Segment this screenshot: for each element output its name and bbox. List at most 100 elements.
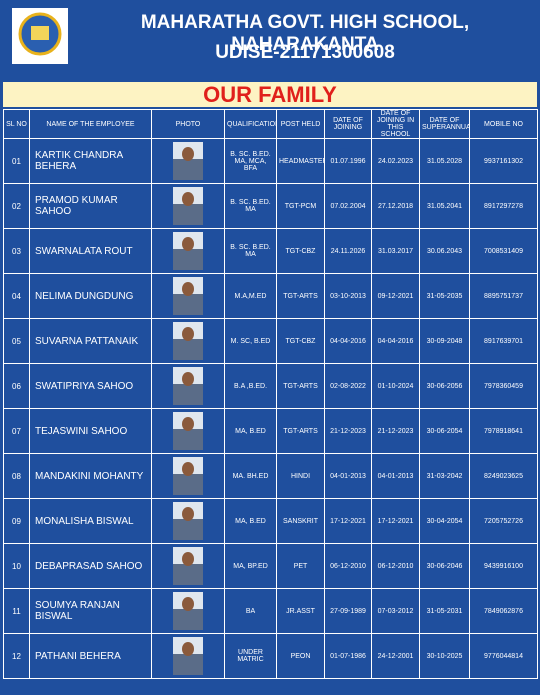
photo-cell bbox=[151, 138, 225, 184]
post-held: PET bbox=[276, 543, 325, 589]
photo-cell bbox=[151, 588, 225, 634]
mobile-number: 7978918641 bbox=[469, 408, 538, 454]
employee-name: KARTIK CHANDRA BEHERA bbox=[29, 138, 152, 184]
employee-photo bbox=[173, 277, 203, 315]
qualification: MA. BH.ED bbox=[224, 453, 277, 499]
post-held: TGT-ARTS bbox=[276, 363, 325, 409]
udise-code: UDISE-21171300608 bbox=[215, 42, 395, 63]
date-of-joining-school: 17-12-2021 bbox=[371, 498, 420, 544]
photo-cell bbox=[151, 498, 225, 544]
date-of-joining: 27-09-1989 bbox=[324, 588, 372, 634]
date-of-joining-school: 24.02.2023 bbox=[371, 138, 420, 184]
date-of-joining-school: 04-01-2013 bbox=[371, 453, 420, 499]
employee-photo bbox=[173, 187, 203, 225]
qualification: M. SC, B.ED bbox=[224, 318, 277, 364]
serial-number: 12 bbox=[3, 633, 30, 679]
qualification: B. SC. B.ED. MA bbox=[224, 228, 277, 274]
date-of-superannuation: 30-06-2056 bbox=[419, 363, 470, 409]
employee-photo bbox=[173, 502, 203, 540]
date-of-joining: 04-01-2013 bbox=[324, 453, 372, 499]
qualification: B. SC. B.ED. MA bbox=[224, 183, 277, 229]
date-of-joining: 01.07.1996 bbox=[324, 138, 372, 184]
date-of-joining-school: 31.03.2017 bbox=[371, 228, 420, 274]
post-held: SANSKRIT bbox=[276, 498, 325, 544]
serial-number: 09 bbox=[3, 498, 30, 544]
date-of-joining: 07.02.2004 bbox=[324, 183, 372, 229]
date-of-joining-school: 04-04-2016 bbox=[371, 318, 420, 364]
mobile-number: 8917639701 bbox=[469, 318, 538, 364]
employee-name: PRAMOD KUMAR SAHOO bbox=[29, 183, 152, 229]
staff-row: 11 SOUMYA RANJAN BISWAL BA JR.ASST 27-09-198… bbox=[3, 588, 538, 634]
column-header: QUALIFICATION bbox=[224, 109, 277, 139]
mobile-number: 7849062876 bbox=[469, 588, 538, 634]
photo-cell bbox=[151, 633, 225, 679]
school-title: MAHARATHA GOVT. HIGH SCHOOL, NAHARAKANTA bbox=[140, 12, 470, 55]
employee-name: DEBAPRASAD SAHOO bbox=[29, 543, 152, 589]
staff-row: 01 KARTIK CHANDRA BEHERA B. SC. B.ED. MA, … bbox=[3, 138, 538, 184]
date-of-superannuation: 31.05.2028 bbox=[419, 138, 470, 184]
employee-name: SUVARNA PATTANAIK bbox=[29, 318, 152, 364]
photo-cell bbox=[151, 273, 225, 319]
date-of-joining-school: 01-10-2024 bbox=[371, 363, 420, 409]
date-of-superannuation: 30-10-2025 bbox=[419, 633, 470, 679]
qualification: BA bbox=[224, 588, 277, 634]
mobile-number: 9439916100 bbox=[469, 543, 538, 589]
qualification: UNDER MATRIC bbox=[224, 633, 277, 679]
employee-name: NELIMA DUNGDUNG bbox=[29, 273, 152, 319]
staff-row: 08 MANDAKINI MOHANTY MA. BH.ED HINDI 04-01-2… bbox=[3, 453, 538, 499]
post-held: TGT-ARTS bbox=[276, 273, 325, 319]
staff-row: 09 MONALISHA BISWAL MA, B.ED SANSKRIT 17-12-… bbox=[3, 498, 538, 544]
photo-cell bbox=[151, 228, 225, 274]
mobile-number: 7978360459 bbox=[469, 363, 538, 409]
qualification: MA, B.ED bbox=[224, 408, 277, 454]
column-header: DATE OF SUPERANNUATION bbox=[419, 109, 470, 139]
logo-book bbox=[31, 26, 49, 40]
post-held: PEON bbox=[276, 633, 325, 679]
mobile-number: 8917297278 bbox=[469, 183, 538, 229]
mobile-number: 8895751737 bbox=[469, 273, 538, 319]
qualification: MA, B.ED bbox=[224, 498, 277, 544]
mobile-number: 7008531409 bbox=[469, 228, 538, 274]
post-held: JR.ASST bbox=[276, 588, 325, 634]
serial-number: 05 bbox=[3, 318, 30, 364]
date-of-joining: 24.11.2026 bbox=[324, 228, 372, 274]
column-header: NAME OF THE EMPLOYEE bbox=[29, 109, 152, 139]
photo-cell bbox=[151, 363, 225, 409]
date-of-superannuation: 30-04-2054 bbox=[419, 498, 470, 544]
date-of-joining: 02-08-2022 bbox=[324, 363, 372, 409]
mobile-number: 8249023625 bbox=[469, 453, 538, 499]
photo-cell bbox=[151, 408, 225, 454]
school-logo bbox=[12, 8, 68, 64]
staff-row: 07 TEJASWINI SAHOO MA, B.ED TGT-ARTS 21-12-2… bbox=[3, 408, 538, 454]
employee-photo bbox=[173, 547, 203, 585]
employee-photo bbox=[173, 412, 203, 450]
employee-photo bbox=[173, 322, 203, 360]
employee-photo bbox=[173, 232, 203, 270]
date-of-joining-school: 06-12-2010 bbox=[371, 543, 420, 589]
qualification: B.A ,B.ED. bbox=[224, 363, 277, 409]
qualification: M.A,M.ED bbox=[224, 273, 277, 319]
column-header: PHOTO bbox=[151, 109, 225, 139]
date-of-joining-school: 07-03-2012 bbox=[371, 588, 420, 634]
column-header: POST HELD bbox=[276, 109, 325, 139]
employee-photo bbox=[173, 142, 203, 180]
header: MAHARATHA GOVT. HIGH SCHOOL, NAHARAKANTA… bbox=[0, 0, 540, 80]
photo-cell bbox=[151, 453, 225, 499]
employee-name: SOUMYA RANJAN BISWAL bbox=[29, 588, 152, 634]
staff-table: SL NO NAME OF THE EMPLOYEE PHOTO QUALIFICAT… bbox=[3, 109, 538, 679]
date-of-superannuation: 30-06-2054 bbox=[419, 408, 470, 454]
column-header: SL NO bbox=[3, 109, 30, 139]
date-of-joining-school: 09-12-2021 bbox=[371, 273, 420, 319]
post-held: TGT-ARTS bbox=[276, 408, 325, 454]
date-of-superannuation: 31-03-2042 bbox=[419, 453, 470, 499]
serial-number: 04 bbox=[3, 273, 30, 319]
date-of-joining: 21-12-2023 bbox=[324, 408, 372, 454]
header-row: SL NO NAME OF THE EMPLOYEE PHOTO QUALIFICAT… bbox=[3, 109, 538, 139]
serial-number: 08 bbox=[3, 453, 30, 499]
post-held: TGT-CBZ bbox=[276, 318, 325, 364]
staff-row: 04 NELIMA DUNGDUNG M.A,M.ED TGT-ARTS 03-10-2… bbox=[3, 273, 538, 319]
staff-row: 02 PRAMOD KUMAR SAHOO B. SC. B.ED. MA TGT-P… bbox=[3, 183, 538, 229]
table-body: 01 KARTIK CHANDRA BEHERA B. SC. B.ED. MA, … bbox=[3, 138, 538, 679]
